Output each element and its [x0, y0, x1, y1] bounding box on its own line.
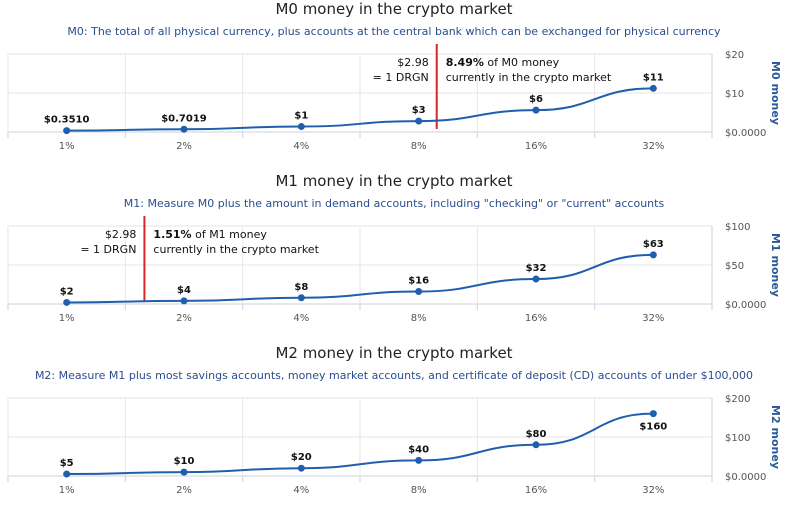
- x-tick-label: 16%: [525, 141, 547, 152]
- x-tick-label: 2%: [176, 141, 192, 152]
- marker-share-label: 1.51% of M1 money: [153, 228, 267, 241]
- x-tick-label: 1%: [59, 485, 75, 496]
- data-point: [180, 468, 188, 476]
- y-axis-title: M2 money: [769, 405, 782, 469]
- marker-share-text: of M1 money: [192, 228, 268, 241]
- marker-unit-label: = 1 DRGN: [373, 71, 429, 84]
- y-tick-label: $0.0000: [725, 300, 766, 311]
- data-label: $10: [174, 456, 195, 467]
- chart-subtitle: M1: Measure M0 plus the amount in demand…: [123, 197, 665, 210]
- y-tick-label: $20: [725, 50, 744, 61]
- y-tick-label: $10: [725, 89, 744, 100]
- data-point: [63, 127, 71, 135]
- marker-price-label: $2.98: [397, 56, 429, 69]
- y-tick-label: $100: [725, 433, 750, 444]
- data-label: $2: [60, 286, 74, 297]
- marker-share-label: 8.49% of M0 money: [446, 56, 560, 69]
- x-tick-label: 32%: [642, 313, 664, 324]
- series-line: [66, 253, 654, 304]
- data-label: $16: [408, 276, 429, 287]
- plot-area: $0.0000 $50 $100 1% 2% 4% 8% 16% 32% M1 money $2.9…: [7, 216, 782, 324]
- x-tick-label: 4%: [293, 485, 309, 496]
- data-label: $8: [294, 282, 308, 293]
- data-point: [63, 470, 71, 478]
- data-label: $160: [639, 422, 667, 433]
- data-label: $20: [291, 452, 312, 463]
- data-label: $11: [643, 72, 664, 83]
- x-tick-label: 8%: [411, 485, 427, 496]
- marker-price-label: $2.98: [105, 228, 137, 241]
- x-tick-label: 32%: [642, 141, 664, 152]
- m2-chart: M2 money in the crypto market M2: Measur…: [0, 344, 788, 514]
- y-tick-label: $200: [725, 394, 750, 405]
- y-tick-label: $0.0000: [725, 128, 766, 139]
- marker-share-text-2: currently in the crypto market: [153, 243, 319, 256]
- data-label: $4: [177, 285, 191, 296]
- x-tick-label: 8%: [411, 313, 427, 324]
- y-tick-label: $100: [725, 222, 750, 233]
- x-tick-label: 4%: [293, 313, 309, 324]
- x-tick-label: 32%: [642, 485, 664, 496]
- data-label: $32: [526, 263, 547, 274]
- marker-share-percent: 8.49%: [446, 56, 484, 69]
- m1-chart: M1 money in the crypto market M1: Measur…: [0, 172, 788, 342]
- plot-area: $0.0000 $100 $200 1% 2% 4% 8% 16% 32% M2 money $5 $…: [7, 394, 782, 496]
- x-tick-label: 2%: [176, 313, 192, 324]
- data-label: $0.7019: [161, 113, 207, 124]
- data-label: $6: [529, 94, 543, 105]
- y-axis-title: M0 money: [769, 61, 782, 125]
- x-tick-label: 2%: [176, 485, 192, 496]
- data-label: $1: [294, 111, 308, 122]
- data-point: [297, 123, 305, 131]
- chart-title: M2 money in the crypto market: [275, 344, 513, 362]
- data-point: [415, 117, 423, 125]
- series-line: [66, 412, 654, 476]
- data-point: [649, 410, 657, 418]
- marker-share-text: of M0 money: [484, 56, 560, 69]
- chart-title: M0 money in the crypto market: [275, 0, 513, 18]
- m0-chart: M0 money in the crypto market M0: The to…: [0, 0, 788, 170]
- y-tick-label: $50: [725, 261, 744, 272]
- data-point: [297, 294, 305, 302]
- data-label: $0.3510: [44, 115, 90, 126]
- data-point: [297, 464, 305, 472]
- data-label: $40: [408, 444, 429, 455]
- x-tick-label: 1%: [59, 313, 75, 324]
- data-label: $80: [526, 429, 547, 440]
- x-tick-label: 8%: [411, 141, 427, 152]
- data-point: [532, 106, 540, 114]
- y-axis-title: M1 money: [769, 233, 782, 297]
- series-line: [66, 87, 654, 132]
- x-tick-label: 16%: [525, 485, 547, 496]
- data-point: [649, 84, 657, 92]
- data-point: [180, 125, 188, 133]
- data-point: [180, 297, 188, 305]
- data-point: [63, 298, 71, 306]
- data-point: [415, 456, 423, 464]
- x-tick-label: 1%: [59, 141, 75, 152]
- marker-unit-label: = 1 DRGN: [80, 243, 136, 256]
- data-point: [649, 251, 657, 259]
- plot-area: $0.0000 $10 $20 1% 2% 4% 8% 16% 32% M0 money $2.98…: [7, 44, 782, 152]
- data-label: $63: [643, 239, 664, 250]
- x-tick-label: 16%: [525, 313, 547, 324]
- data-point: [532, 441, 540, 449]
- data-label: $3: [412, 105, 426, 116]
- marker-share-percent: 1.51%: [153, 228, 191, 241]
- data-point: [415, 288, 423, 296]
- data-point: [532, 275, 540, 283]
- chart-subtitle: M2: Measure M1 plus most savings account…: [34, 369, 754, 382]
- data-label: $5: [60, 458, 74, 469]
- x-tick-label: 4%: [293, 141, 309, 152]
- chart-title: M1 money in the crypto market: [275, 172, 513, 190]
- marker-share-text-2: currently in the crypto market: [446, 71, 612, 84]
- chart-subtitle: M0: The total of all physical currency, …: [67, 25, 721, 38]
- y-tick-label: $0.0000: [725, 472, 766, 483]
